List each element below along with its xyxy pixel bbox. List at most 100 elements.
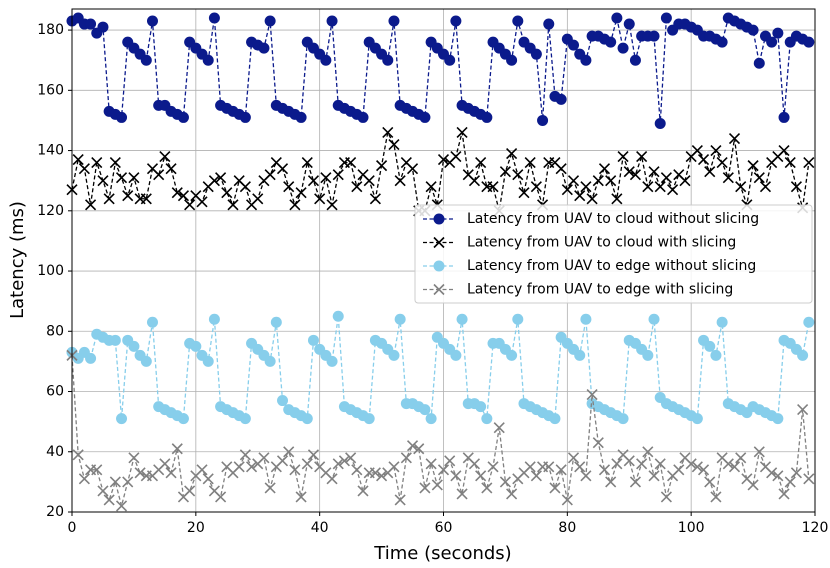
marker	[307, 334, 319, 346]
marker	[208, 313, 220, 325]
legend-marker	[433, 260, 445, 272]
marker	[592, 437, 604, 449]
marker	[716, 36, 728, 48]
marker	[580, 54, 592, 66]
marker	[636, 151, 648, 163]
marker	[295, 187, 307, 199]
marker	[450, 15, 462, 27]
marker	[524, 461, 536, 473]
marker	[450, 349, 462, 361]
marker	[586, 388, 598, 401]
marker	[648, 313, 660, 325]
marker	[617, 413, 629, 425]
marker	[91, 157, 103, 169]
marker	[568, 39, 580, 51]
marker	[406, 163, 419, 175]
marker	[518, 187, 530, 199]
marker	[623, 166, 635, 178]
marker	[146, 316, 158, 328]
marker	[766, 467, 778, 479]
marker	[499, 166, 511, 178]
marker	[481, 413, 493, 425]
marker	[722, 172, 734, 184]
marker	[506, 54, 518, 66]
marker	[159, 151, 171, 163]
marker	[586, 193, 598, 205]
marker	[580, 470, 592, 482]
legend-label: Latency from UAV to cloud with slicing	[467, 235, 736, 251]
marker	[580, 181, 592, 193]
marker	[691, 413, 703, 425]
marker	[233, 461, 245, 473]
marker	[97, 175, 109, 187]
marker	[524, 157, 536, 169]
x-tick-label: 0	[68, 520, 77, 536]
marker	[530, 470, 542, 482]
x-tick-label: 100	[678, 520, 705, 536]
marker	[704, 166, 716, 178]
marker	[326, 199, 338, 211]
marker	[753, 446, 765, 458]
marker	[115, 500, 128, 512]
marker	[72, 449, 84, 461]
marker	[91, 464, 103, 476]
marker	[425, 413, 437, 425]
marker	[803, 36, 815, 48]
marker	[691, 461, 703, 473]
marker	[165, 467, 177, 479]
marker	[419, 111, 431, 123]
marker	[747, 160, 759, 172]
marker	[264, 15, 276, 27]
marker	[208, 12, 220, 24]
marker	[177, 413, 189, 425]
marker	[146, 15, 158, 27]
marker	[239, 449, 251, 461]
marker	[499, 476, 511, 488]
marker	[475, 470, 487, 482]
marker	[691, 144, 703, 157]
marker	[506, 349, 518, 361]
marker	[276, 163, 289, 175]
marker	[530, 48, 542, 60]
marker	[506, 148, 518, 160]
marker	[208, 175, 220, 187]
marker	[419, 482, 431, 494]
marker	[394, 494, 406, 506]
marker	[419, 404, 431, 416]
marker	[376, 160, 388, 172]
marker	[140, 193, 152, 205]
marker	[605, 36, 617, 48]
marker	[759, 181, 772, 193]
marker	[406, 440, 419, 452]
marker	[295, 111, 307, 123]
marker	[444, 54, 456, 66]
marker	[530, 181, 542, 193]
marker	[128, 452, 140, 464]
marker	[245, 461, 258, 473]
marker	[382, 126, 394, 139]
marker	[648, 470, 660, 482]
marker	[487, 181, 499, 193]
marker	[747, 479, 759, 491]
marker	[165, 163, 177, 175]
marker	[171, 443, 183, 455]
y-tick-label: 40	[46, 444, 64, 460]
marker	[592, 175, 604, 187]
marker	[190, 340, 202, 352]
marker	[301, 458, 313, 470]
marker	[611, 193, 623, 205]
marker	[704, 476, 716, 488]
marker	[623, 455, 635, 467]
marker	[605, 476, 617, 488]
marker	[797, 404, 809, 416]
x-tick-label: 20	[187, 520, 205, 536]
series-line	[71, 130, 810, 212]
marker	[673, 464, 685, 476]
marker	[109, 157, 121, 169]
marker	[710, 491, 722, 503]
marker	[153, 169, 165, 181]
marker	[512, 15, 524, 27]
marker	[215, 491, 227, 503]
marker	[660, 491, 672, 503]
x-axis-label: Time (seconds)	[373, 543, 511, 564]
